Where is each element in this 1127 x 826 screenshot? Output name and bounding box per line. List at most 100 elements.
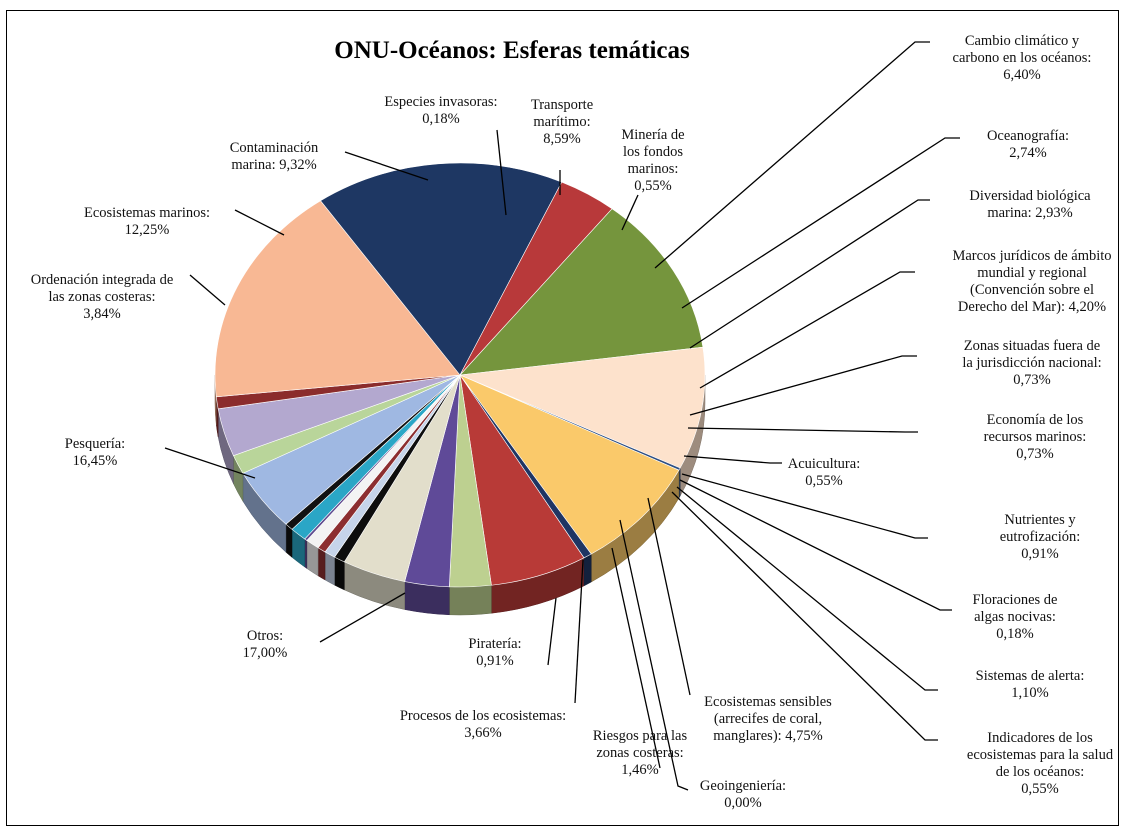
leader-line-economia: [687, 427, 918, 433]
slice-side-indicadores: [285, 523, 293, 558]
label-line: 0,91%: [476, 653, 513, 669]
label-line: Minería de: [621, 127, 684, 143]
label-pirateria: Piratería: 0,91%: [468, 636, 521, 669]
leader-line-invasoras: [496, 129, 507, 216]
leader-line-contaminacion: [344, 151, 429, 181]
label-line: (Convención sobre el: [970, 282, 1094, 298]
label-line: 12,25%: [125, 222, 170, 238]
label-line: Oceanografía:: [987, 128, 1069, 144]
leader-line-marcos: [699, 271, 915, 389]
label-line: Otros:: [247, 628, 283, 644]
leader-line-diversidad: [689, 199, 930, 349]
label-line: manglares): 4,75%: [713, 728, 823, 744]
label-line: 0,91%: [1021, 546, 1058, 562]
label-line: Floraciones de: [973, 592, 1058, 608]
label-line: ecosistemas para la salud: [967, 747, 1114, 763]
label-floraciones: Floraciones de algas nocivas: 0,18%: [973, 592, 1058, 642]
slice-transporte: [459, 374, 680, 555]
label-line: 6,40%: [1003, 67, 1040, 83]
leader-line-ordenacion: [189, 274, 226, 306]
label-line: 17,00%: [243, 645, 288, 661]
label-line: marina: 2,93%: [987, 205, 1072, 221]
label-mineria: Minería de los fondos marinos: 0,55%: [621, 127, 684, 194]
label-line: 2,74%: [1009, 145, 1046, 161]
leader-line-indicadores: [671, 491, 938, 741]
label-line: Sistemas de alerta:: [976, 668, 1085, 684]
label-line: 16,45%: [73, 453, 118, 469]
slice-pesqueria: [320, 162, 563, 376]
label-line: los fondos: [623, 144, 683, 160]
leader-line-geoingenieria: [619, 519, 689, 791]
label-line: (arrecifes de coral,: [714, 711, 822, 727]
label-line: Transporte: [531, 97, 593, 113]
label-marcos: Marcos jurídicos de ámbito mundial y regi…: [952, 248, 1111, 315]
label-line: Indicadores de los: [987, 730, 1093, 746]
label-economia: Economía de los recursos marinos: 0,73%: [984, 412, 1087, 462]
label-line: marina: 9,32%: [231, 157, 316, 173]
label-line: Geoingeniería:: [700, 778, 786, 794]
label-line: 0,00%: [724, 795, 761, 811]
label-line: Procesos de los ecosistemas:: [400, 708, 566, 724]
leader-line-riesgos: [611, 547, 661, 769]
leader-line-otros: [319, 592, 406, 643]
label-oceanografia: Oceanografía: 2,74%: [987, 128, 1069, 161]
leader-line-acuicultura: [683, 455, 782, 464]
label-line: las zonas costeras:: [48, 289, 155, 305]
label-line: de los océanos:: [996, 764, 1085, 780]
label-line: Ecosistemas marinos:: [84, 205, 210, 221]
leader-line-cambio: [654, 41, 930, 269]
label-line: Acuicultura:: [788, 456, 860, 472]
label-line: eutrofización:: [1000, 529, 1081, 545]
label-cambio: Cambio climático y carbono en los océanos…: [953, 33, 1092, 83]
label-line: 3,66%: [464, 725, 501, 741]
chart-title: ONU-Océanos: Esferas temáticas: [334, 37, 690, 64]
label-line: 0,18%: [422, 111, 459, 127]
slice-ecosistemas: [459, 208, 704, 376]
label-ordenacion: Ordenación integrada de las zonas costera…: [31, 272, 174, 322]
label-geoingenieria: Geoingeniería: 0,00%: [700, 778, 786, 811]
leader-line-ecosistemas: [234, 209, 285, 236]
label-line: algas nocivas:: [974, 609, 1056, 625]
slice-side-economia: [324, 551, 335, 586]
leader-line-sensibles: [647, 497, 691, 696]
label-line: 0,55%: [634, 178, 671, 194]
label-line: 0,73%: [1016, 446, 1053, 462]
label-line: Derecho del Mar): 4,20%: [958, 299, 1106, 315]
slice-side-oceanografia: [449, 584, 492, 616]
leader-line-zonas_fuera: [689, 355, 917, 416]
label-line: Economía de los: [987, 412, 1084, 428]
label-line: carbono en los océanos:: [953, 50, 1092, 66]
label-line: Riesgos para las: [593, 728, 688, 744]
label-contaminacion: Contaminación marina: 9,32%: [230, 140, 319, 173]
leader-line-pirateria: [547, 597, 557, 666]
label-line: marinos:: [628, 161, 679, 177]
label-line: Ecosistemas sensibles: [704, 694, 832, 710]
leader-line-floraciones: [679, 479, 952, 611]
slice-otros: [214, 200, 461, 398]
label-line: 0,55%: [1021, 781, 1058, 797]
label-line: 0,73%: [1013, 372, 1050, 388]
label-acuicultura: Acuicultura: 0,55%: [788, 456, 860, 489]
label-line: la jurisdicción nacional:: [962, 355, 1101, 371]
label-line: Marcos jurídicos de ámbito: [952, 248, 1111, 264]
label-otros: Otros: 17,00%: [243, 628, 288, 661]
label-line: Especies invasoras:: [384, 94, 497, 110]
slice-mineria: [459, 374, 592, 559]
slice-side-mineria: [583, 553, 592, 587]
label-line: Diversidad biológica: [969, 188, 1091, 204]
label-procesos: Procesos de los ecosistemas: 3,66%: [400, 708, 566, 741]
label-invasoras: Especies invasoras: 0,18%: [384, 94, 497, 127]
label-indicadores: Indicadores de los ecosistemas para la sa…: [967, 730, 1114, 797]
label-line: 0,18%: [996, 626, 1033, 642]
slice-side-zonas_fuera: [334, 556, 345, 591]
slice-side-floraciones: [304, 538, 308, 569]
slice-labels: Cambio climático y carbono en los océanos…: [31, 33, 1114, 811]
label-line: Pesquería:: [65, 436, 125, 452]
label-line: Contaminación: [230, 140, 319, 156]
label-line: Cambio climático y: [965, 33, 1080, 49]
label-nutrientes: Nutrientes y eutrofización: 0,91%: [1000, 512, 1081, 562]
label-line: 0,55%: [805, 473, 842, 489]
leader-line-pesqueria: [164, 447, 256, 479]
leader-lines: [164, 41, 960, 791]
